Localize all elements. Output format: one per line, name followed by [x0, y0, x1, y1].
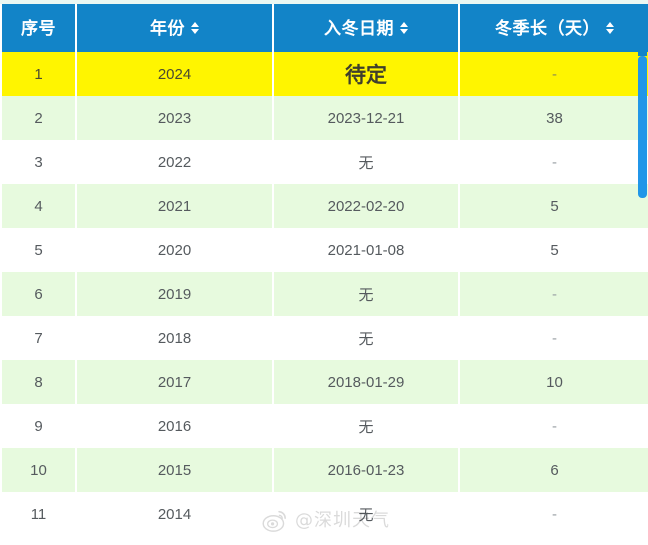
cell-winter-start: 2021-01-08 — [272, 228, 460, 272]
cell-winter-length: - — [458, 492, 648, 536]
cell-winter-start: 2018-01-29 — [272, 360, 460, 404]
scrollbar-header-cap — [638, 8, 647, 56]
sort-updown-icon[interactable] — [399, 22, 408, 34]
cell-index: 6 — [0, 272, 77, 316]
cell-index: 9 — [0, 404, 77, 448]
cell-year: 2021 — [75, 184, 274, 228]
table-header: 序号 年份 入冬日期 — [0, 4, 648, 52]
table-row[interactable]: 3 2022 无 - — [0, 140, 648, 184]
cell-year: 2019 — [75, 272, 274, 316]
cell-winter-start: 无 — [272, 404, 460, 448]
cell-year: 2020 — [75, 228, 274, 272]
column-header-year[interactable]: 年份 — [75, 4, 274, 52]
table-row[interactable]: 11 2014 无 - — [0, 492, 648, 536]
scrollbar-thumb[interactable] — [638, 56, 647, 198]
table-row[interactable]: 6 2019 无 - — [0, 272, 648, 316]
table-header-row: 序号 年份 入冬日期 — [0, 4, 648, 52]
cell-winter-start: 2023-12-21 — [272, 96, 460, 140]
cell-year: 2015 — [75, 448, 274, 492]
cell-winter-start: 无 — [272, 140, 460, 184]
column-header-winter-start[interactable]: 入冬日期 — [272, 4, 460, 52]
cell-winter-length: - — [458, 272, 648, 316]
vertical-scrollbar[interactable] — [638, 4, 648, 545]
cell-winter-length: 6 — [458, 448, 648, 492]
cell-year: 2016 — [75, 404, 274, 448]
sort-updown-icon[interactable] — [605, 22, 614, 34]
cell-index: 3 — [0, 140, 77, 184]
table-row[interactable]: 1 2024 待定 - — [0, 52, 648, 96]
column-header-index[interactable]: 序号 — [0, 4, 77, 52]
cell-winter-length: 5 — [458, 228, 648, 272]
cell-year: 2022 — [75, 140, 274, 184]
cell-winter-start: 2016-01-23 — [272, 448, 460, 492]
cell-winter-length: - — [458, 140, 648, 184]
table-row[interactable]: 5 2020 2021-01-08 5 — [0, 228, 648, 272]
table-body: 1 2024 待定 - 2 2023 2023-12-21 38 3 2022 … — [0, 52, 648, 536]
cell-winter-start: 待定 — [272, 52, 460, 96]
cell-winter-start: 2022-02-20 — [272, 184, 460, 228]
top-edge-strip — [0, 0, 648, 4]
column-header-winter-length-label: 冬季长（天） — [495, 18, 600, 38]
table-row[interactable]: 4 2021 2022-02-20 5 — [0, 184, 648, 228]
cell-year: 2014 — [75, 492, 274, 536]
cell-index: 5 — [0, 228, 77, 272]
cell-winter-start: 无 — [272, 316, 460, 360]
cell-index: 7 — [0, 316, 77, 360]
cell-year: 2023 — [75, 96, 274, 140]
sort-updown-icon[interactable] — [190, 22, 199, 34]
cell-index: 4 — [0, 184, 77, 228]
column-header-index-label: 序号 — [21, 18, 56, 38]
cell-index: 8 — [0, 360, 77, 404]
cell-year: 2017 — [75, 360, 274, 404]
table-scroll-container[interactable]: 序号 年份 入冬日期 — [0, 4, 648, 545]
cell-winter-length: 38 — [458, 96, 648, 140]
cell-index: 11 — [0, 492, 77, 536]
cell-index: 10 — [0, 448, 77, 492]
cell-winter-length: - — [458, 404, 648, 448]
table-row[interactable]: 7 2018 无 - — [0, 316, 648, 360]
cell-year: 2024 — [75, 52, 274, 96]
column-header-year-label: 年份 — [150, 18, 185, 38]
cell-winter-length: - — [458, 52, 648, 96]
column-header-winter-length[interactable]: 冬季长（天） — [458, 4, 648, 52]
cell-winter-length: - — [458, 316, 648, 360]
table-row[interactable]: 8 2017 2018-01-29 10 — [0, 360, 648, 404]
cell-index: 2 — [0, 96, 77, 140]
table-row[interactable]: 9 2016 无 - — [0, 404, 648, 448]
table-row[interactable]: 2 2023 2023-12-21 38 — [0, 96, 648, 140]
cell-winter-start: 无 — [272, 492, 460, 536]
cell-winter-length: 5 — [458, 184, 648, 228]
cell-winter-length: 10 — [458, 360, 648, 404]
cell-year: 2018 — [75, 316, 274, 360]
column-header-winter-start-label: 入冬日期 — [324, 18, 394, 38]
cell-winter-start: 无 — [272, 272, 460, 316]
cell-index: 1 — [0, 52, 77, 96]
winter-records-table: 序号 年份 入冬日期 — [0, 4, 648, 536]
table-row[interactable]: 10 2015 2016-01-23 6 — [0, 448, 648, 492]
